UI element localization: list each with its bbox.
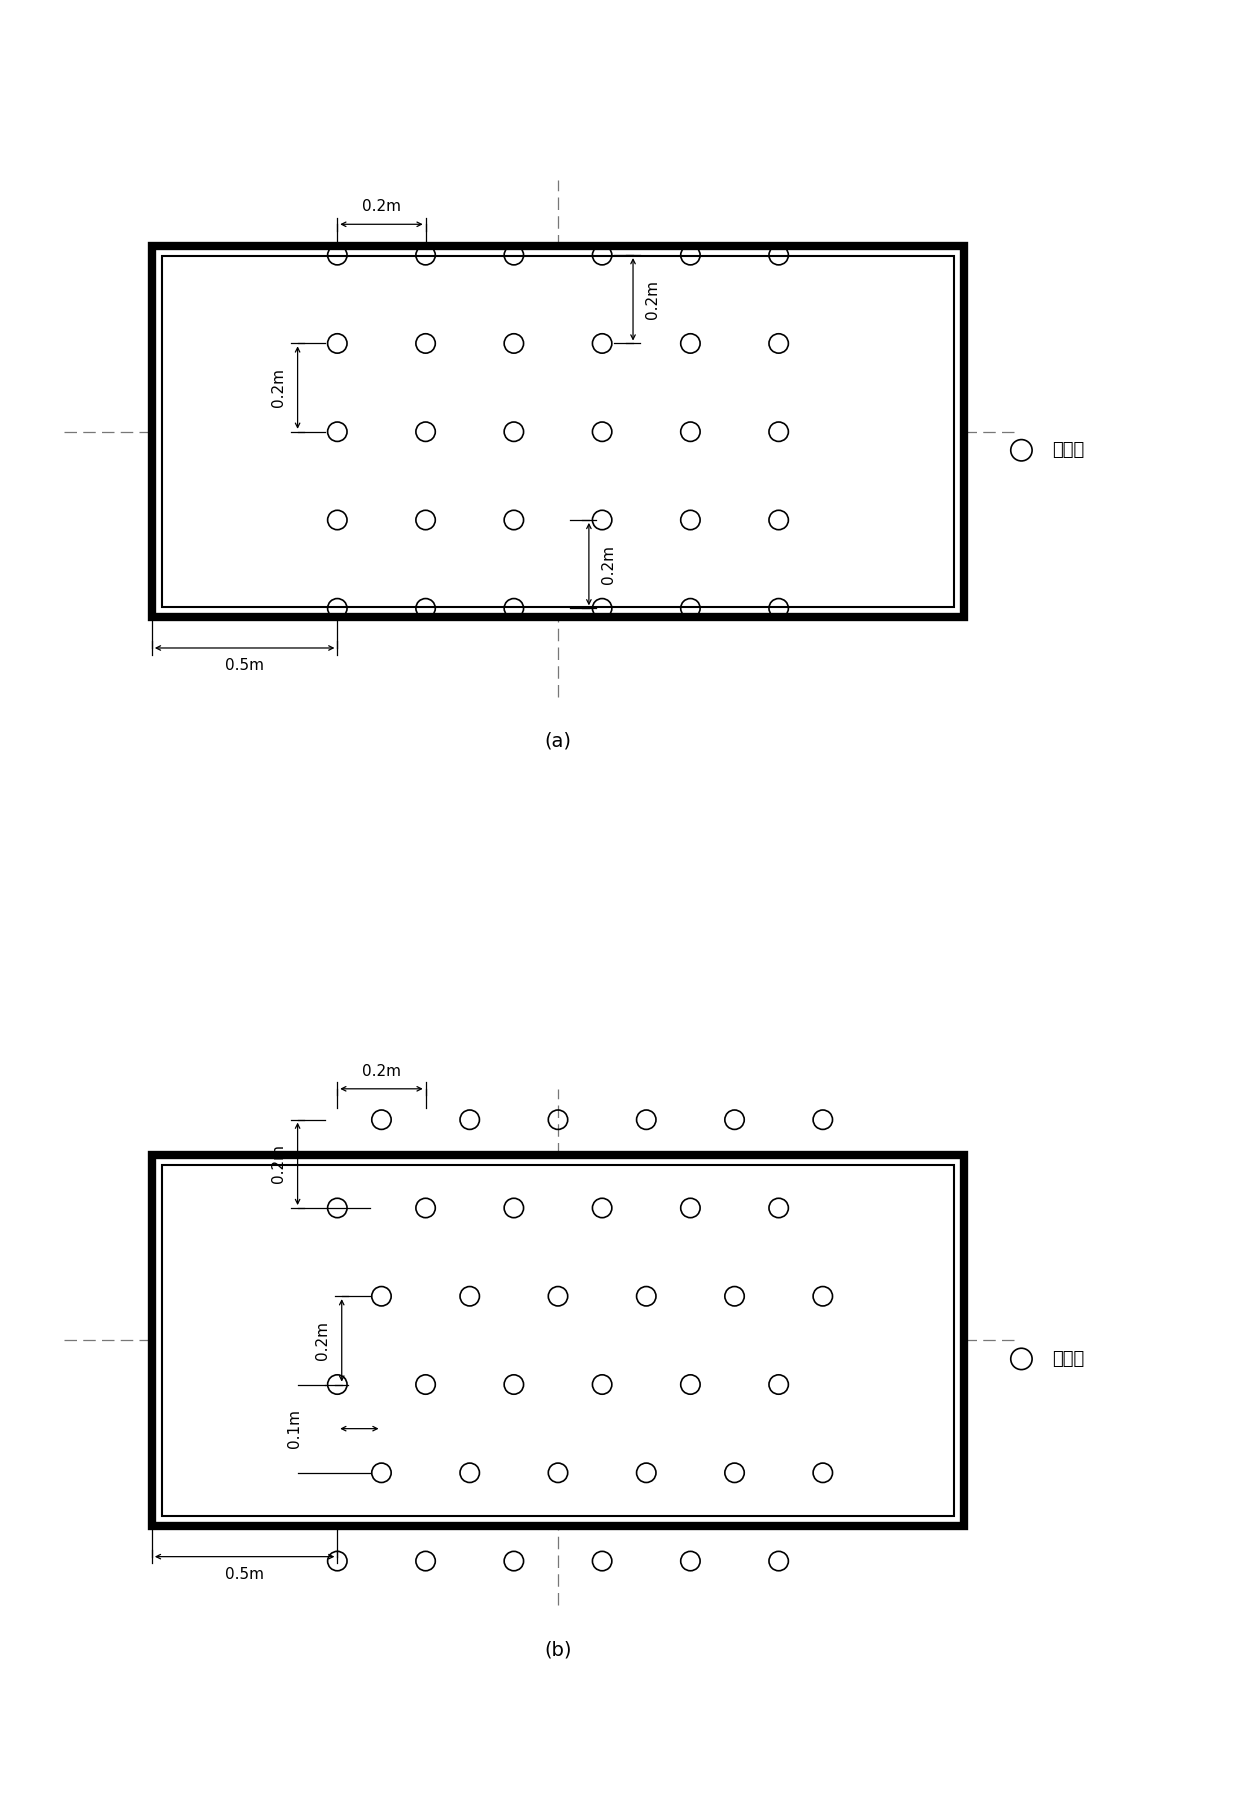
Text: 0.5m: 0.5m (226, 658, 264, 672)
Text: 0.2m: 0.2m (362, 199, 401, 215)
Bar (153, 246, 963, 618)
Text: 桩基础: 桩基础 (1053, 441, 1085, 459)
Bar (153, 1155, 963, 1525)
Text: (a): (a) (544, 732, 572, 752)
Text: 0.2m: 0.2m (270, 1144, 285, 1184)
Bar (161, 1166, 955, 1516)
Text: 0.2m: 0.2m (270, 369, 285, 407)
Text: 0.5m: 0.5m (226, 1567, 264, 1581)
Bar (161, 257, 955, 607)
Text: 0.2m: 0.2m (362, 1064, 401, 1079)
Text: 0.1m: 0.1m (286, 1409, 303, 1447)
Text: 桩基础: 桩基础 (1053, 1350, 1085, 1368)
Text: 0.2m: 0.2m (315, 1321, 330, 1361)
Text: (b): (b) (544, 1641, 572, 1659)
Text: 0.2m: 0.2m (645, 280, 660, 318)
Text: 0.2m: 0.2m (601, 544, 616, 584)
